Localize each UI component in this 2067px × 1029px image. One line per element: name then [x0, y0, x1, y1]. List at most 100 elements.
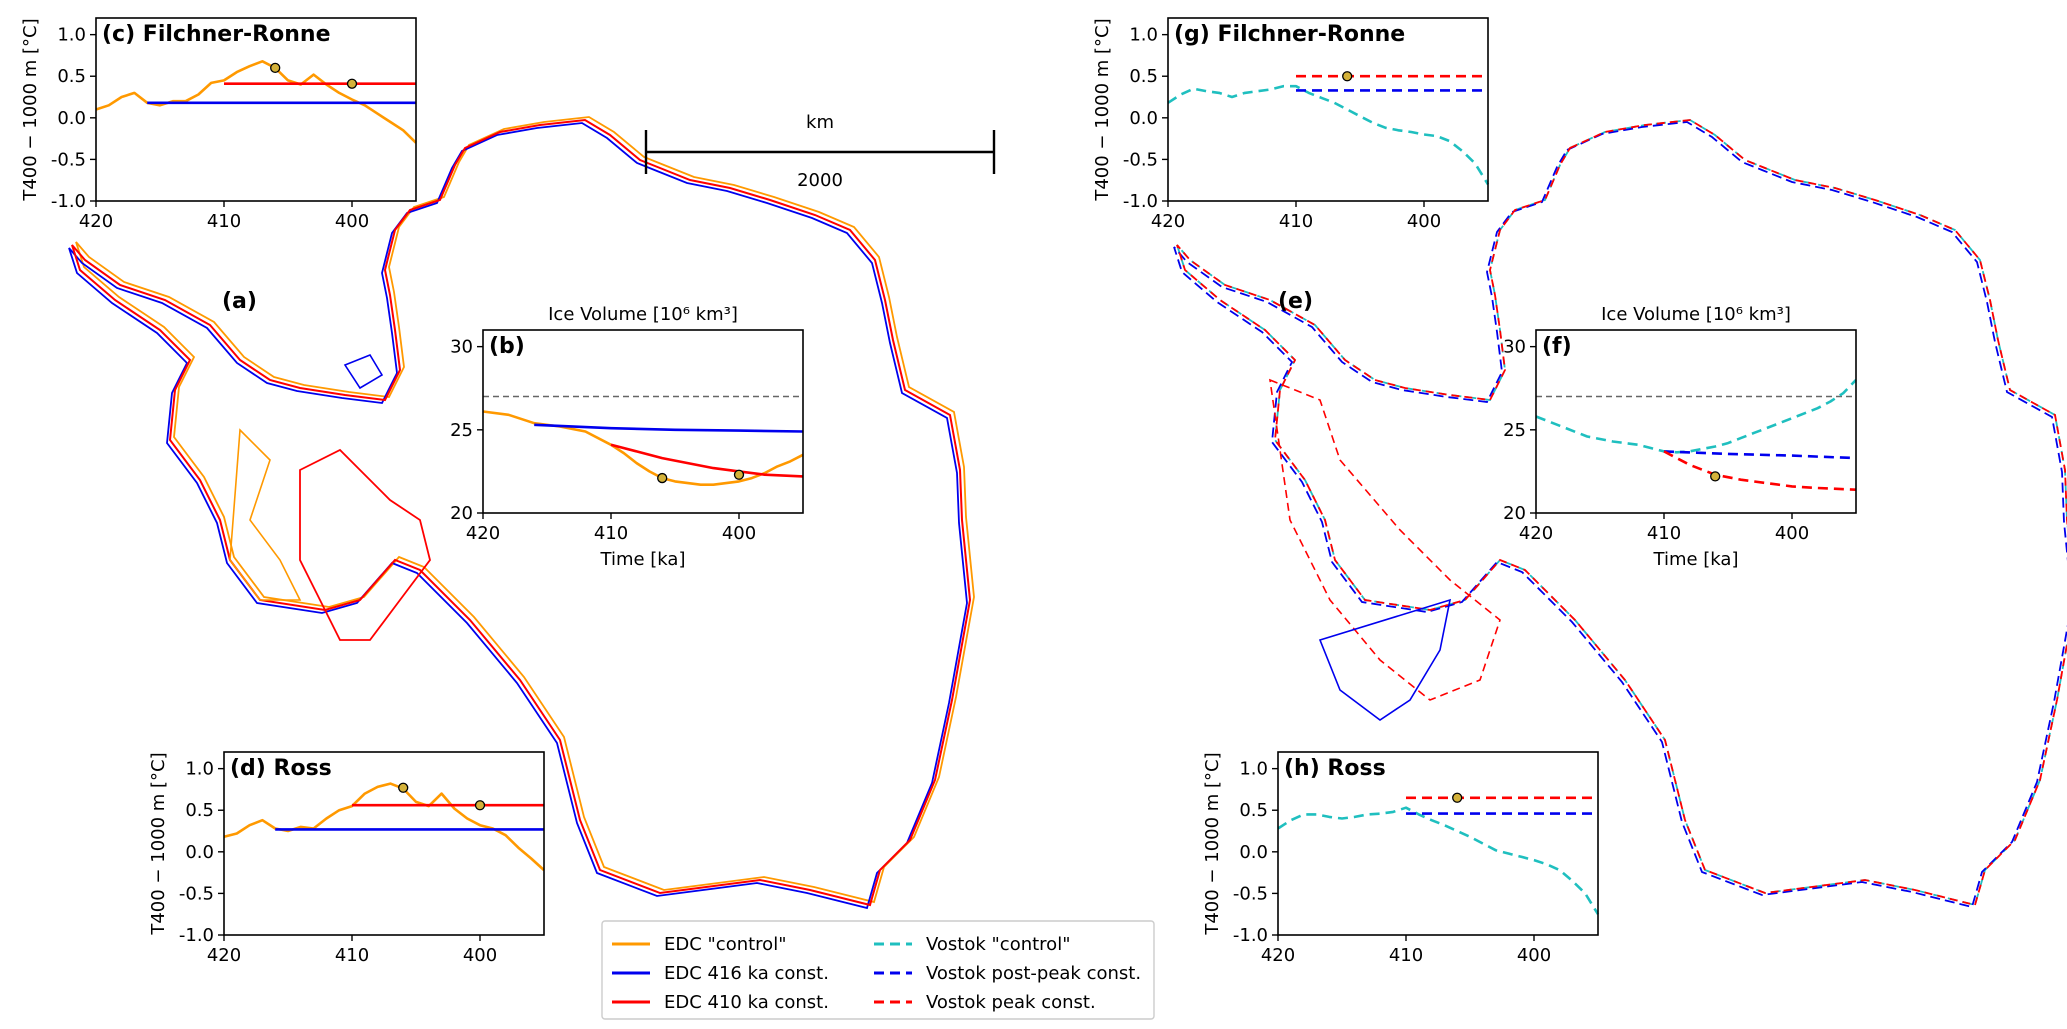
x-tick-label: 410: [1389, 945, 1423, 966]
legend-label: Vostok "control": [926, 934, 1070, 955]
legend: EDC "control" EDC 416 ka const. EDC 410 ka…: [601, 920, 1155, 1020]
panel-label: (f): [1542, 334, 1572, 359]
y-tick-label: 0.0: [1129, 108, 1158, 129]
legend-label: Vostok peak const.: [926, 992, 1096, 1013]
scale-bar-unit: km: [806, 112, 834, 133]
axes-b-ice-volume: 420 410 400 20 25 30 (b) Ice Volume [10⁶ km³] Ti…: [450, 304, 804, 570]
y-tick-label: 0.0: [1239, 842, 1268, 863]
ross-inner-outline: [299, 448, 431, 641]
plot-area: [96, 18, 416, 201]
plot-area: [1536, 330, 1856, 513]
plot-area: [1168, 18, 1488, 201]
x-tick-label: 420: [79, 211, 113, 232]
y-axis-label: T400 − 1000 m [°C]: [148, 752, 169, 935]
y-tick-label: -1.0: [51, 191, 86, 212]
scale-bar: km 2000: [644, 112, 996, 191]
axes-frame: [223, 751, 545, 936]
axes-frame: [95, 17, 417, 202]
legend-label: EDC 416 ka const.: [664, 963, 829, 984]
y-tick-label: 0.5: [57, 66, 86, 87]
axes-g-filchner-ronne: 420 410 400 -1.0 -0.5 0.0 0.5 1.0 (g) Filchner-R…: [1092, 17, 1490, 232]
x-tick-label: 420: [466, 523, 500, 544]
y-tick-label: 1.0: [1129, 25, 1158, 46]
axes-frame: [1277, 751, 1599, 936]
island-outline: [343, 354, 384, 390]
y-tick-label: 30: [1503, 337, 1526, 358]
x-axis-label: Time [ka]: [1653, 549, 1739, 570]
panel-label: (g) Filchner-Ronne: [1174, 22, 1405, 47]
axes-f-ice-volume: 420 410 400 20 25 30 (f) Ice Volume [10⁶ km³] Ti…: [1503, 304, 1857, 570]
x-tick-label: 400: [722, 523, 756, 544]
panel-e-label: (e): [1278, 289, 1313, 314]
axes-title: Ice Volume [10⁶ km³]: [548, 304, 738, 325]
series-line-1: [1663, 450, 1857, 460]
x-tick-label: 400: [335, 211, 369, 232]
y-tick-label: 25: [450, 420, 473, 441]
y-tick-label: 1.0: [57, 25, 86, 46]
y-tick-label: -0.5: [1233, 883, 1268, 904]
axes-title: Ice Volume [10⁶ km³]: [1601, 304, 1791, 325]
y-axis-label: T400 − 1000 m [°C]: [1202, 752, 1223, 935]
series-line-1: [534, 423, 804, 433]
panel-label: (c) Filchner-Ronne: [102, 22, 331, 47]
vostok-peak-inner-outline: [1269, 378, 1501, 701]
axes-h-ross: 420 410 400 -1.0 -0.5 0.0 0.5 1.0 (h) Ross T400 −…: [1202, 751, 1600, 966]
y-tick-label: 20: [1503, 503, 1526, 524]
x-tick-label: 410: [207, 211, 241, 232]
vostok-inner-outline: [1318, 598, 1452, 721]
y-tick-label: 30: [450, 337, 473, 358]
legend-frame: [601, 920, 1155, 1020]
x-tick-label: 410: [594, 523, 628, 544]
x-tick-label: 410: [1279, 211, 1313, 232]
axes-d-ross: 420 410 400 -1.0 -0.5 0.0 0.5 1.0 (d) Ross T400 −…: [148, 751, 545, 966]
x-tick-label: 410: [335, 945, 369, 966]
axes-c-filchner-ronne: 420 410 400 -1.0 -0.5 0.0 0.5 1.0 (c) Filchner-R…: [20, 17, 417, 232]
x-tick-label: 410: [1647, 523, 1681, 544]
right-map: (e): [1173, 119, 2067, 908]
y-tick-label: -0.5: [179, 883, 214, 904]
x-tick-label: 400: [1775, 523, 1809, 544]
marker-0: [1452, 792, 1463, 803]
panel-a-label: (a): [222, 289, 257, 314]
axes-frame: [1535, 329, 1857, 514]
x-tick-label: 400: [1517, 945, 1551, 966]
plot-area: [1278, 752, 1598, 935]
plot-area: [483, 330, 803, 513]
y-tick-label: -0.5: [1123, 149, 1158, 170]
y-tick-label: 1.0: [1239, 759, 1268, 780]
y-tick-label: -0.5: [51, 149, 86, 170]
marker-0: [1710, 471, 1721, 482]
y-tick-label: 20: [450, 503, 473, 524]
x-tick-label: 420: [1519, 523, 1553, 544]
marker-0: [270, 62, 281, 74]
x-tick-label: 420: [1261, 945, 1295, 966]
left-map: (a) km 2000: [68, 112, 996, 909]
y-tick-label: 1.0: [185, 759, 214, 780]
panel-label: (d) Ross: [230, 756, 332, 781]
panel-label: (b): [489, 334, 525, 359]
series-line-0: [1277, 806, 1600, 915]
x-tick-label: 400: [463, 945, 497, 966]
axes-frame: [482, 329, 804, 514]
axes-frame: [1167, 17, 1489, 202]
marker-1: [733, 469, 745, 480]
y-tick-label: -1.0: [1233, 925, 1268, 946]
edc-control-inner-outline: [229, 428, 302, 601]
series-line-2: [1663, 450, 1857, 491]
series-line-0: [1167, 84, 1490, 186]
y-tick-label: 0.5: [1239, 800, 1268, 821]
y-tick-label: -1.0: [179, 925, 214, 946]
marker-1: [474, 800, 486, 811]
marker-0: [1342, 71, 1353, 82]
x-axis-label: Time [ka]: [600, 549, 686, 570]
marker-0: [398, 782, 409, 793]
plot-area: [224, 752, 544, 935]
panel-label: (h) Ross: [1284, 756, 1386, 781]
marker-1: [346, 78, 358, 89]
x-tick-label: 420: [207, 945, 241, 966]
scale-bar-value: 2000: [797, 170, 843, 191]
series-line-2: [610, 443, 804, 478]
y-tick-label: 0.0: [57, 108, 86, 129]
legend-label: Vostok post-peak const.: [926, 963, 1141, 984]
